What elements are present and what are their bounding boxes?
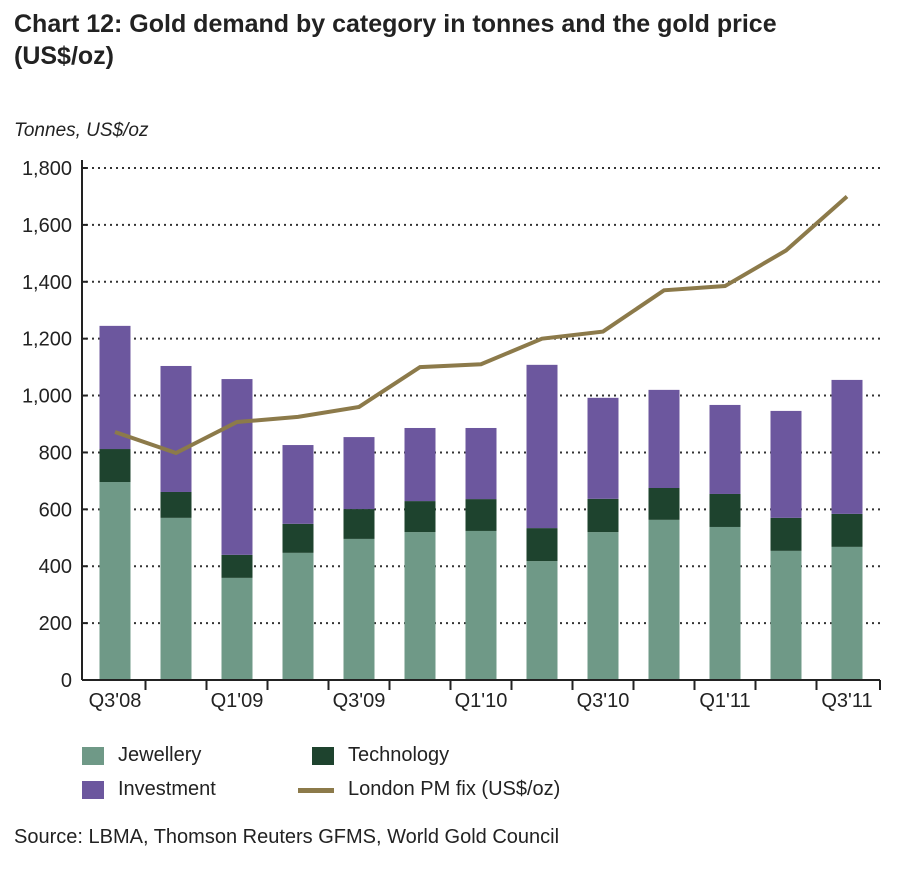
y-axis-label: Tonnes, US$/oz [14,120,149,141]
bar-jewellery [465,530,497,680]
y-tick-label: 400 [39,556,72,578]
bar-jewellery [160,517,192,680]
x-tick-label: Q1'10 [455,690,508,712]
y-tick-label: 600 [39,499,72,521]
bar-jewellery [526,561,558,680]
bar-investment [709,404,741,494]
bar-investment [526,364,558,529]
bar-jewellery [709,526,741,680]
y-tick-label: 1,000 [22,386,72,408]
y-tick-label: 0 [61,670,72,692]
legend-investment: Investment [118,778,216,800]
bar-technology [221,554,253,578]
bar-technology [587,498,619,533]
bar-investment [465,427,497,500]
bar-investment [770,410,802,518]
bar-jewellery [99,482,131,680]
bar-investment [831,379,863,514]
y-tick-label: 1,400 [22,272,72,294]
bar-technology [282,523,314,553]
legend-jewellery: Jewellery [118,744,202,766]
bar-technology [709,493,741,527]
bar-investment [282,445,314,524]
bar-technology [99,449,131,483]
bar-investment [343,437,375,510]
legend-technology: Technology [348,744,450,766]
gold-price-line [114,194,849,456]
bar-technology [526,528,558,562]
bar-jewellery [404,532,436,680]
x-tick-label: Q3'11 [821,690,872,712]
bar-jewellery [831,546,863,680]
bar-technology [465,499,497,531]
bar-technology [648,488,680,520]
bar-jewellery [343,538,375,680]
legend-swatch-technology [312,747,334,765]
legend-gold-price: London PM fix (US$/oz) [348,778,561,800]
bar-investment [99,325,131,450]
y-tick-label: 1,800 [22,158,72,180]
chart-title: Chart 12: Gold demand by category in ton… [14,10,777,70]
x-tick-label: Q1'09 [211,690,264,712]
x-tick-label: Q1'11 [699,690,750,712]
legend-swatch-jewellery [82,747,104,765]
bar-technology [160,491,192,518]
x-tick-label: Q3'08 [89,690,142,712]
bar-investment [160,365,192,492]
bar-investment [587,397,619,499]
bar-investment [221,379,253,555]
y-tick-label: 1,600 [22,215,72,237]
bar-jewellery [648,519,680,680]
bar-technology [343,509,375,539]
bar-jewellery [221,577,253,680]
bar-jewellery [587,532,619,680]
y-tick-label: 1,200 [22,329,72,351]
bar-jewellery [770,550,802,680]
bar-technology [404,501,436,533]
bar-investment [648,389,680,488]
legend-swatch-investment [82,781,104,799]
bar-jewellery [282,552,314,680]
x-tick-label: Q3'09 [333,690,386,712]
bar-technology [831,513,863,547]
source-note: Source: LBMA, Thomson Reuters GFMS, Worl… [14,826,560,848]
y-tick-label: 800 [39,442,72,464]
y-tick-label: 200 [39,613,72,635]
bar-technology [770,517,802,551]
legend-swatch-gold-price [298,788,334,793]
bar-investment [404,427,436,502]
x-tick-label: Q3'10 [577,690,630,712]
